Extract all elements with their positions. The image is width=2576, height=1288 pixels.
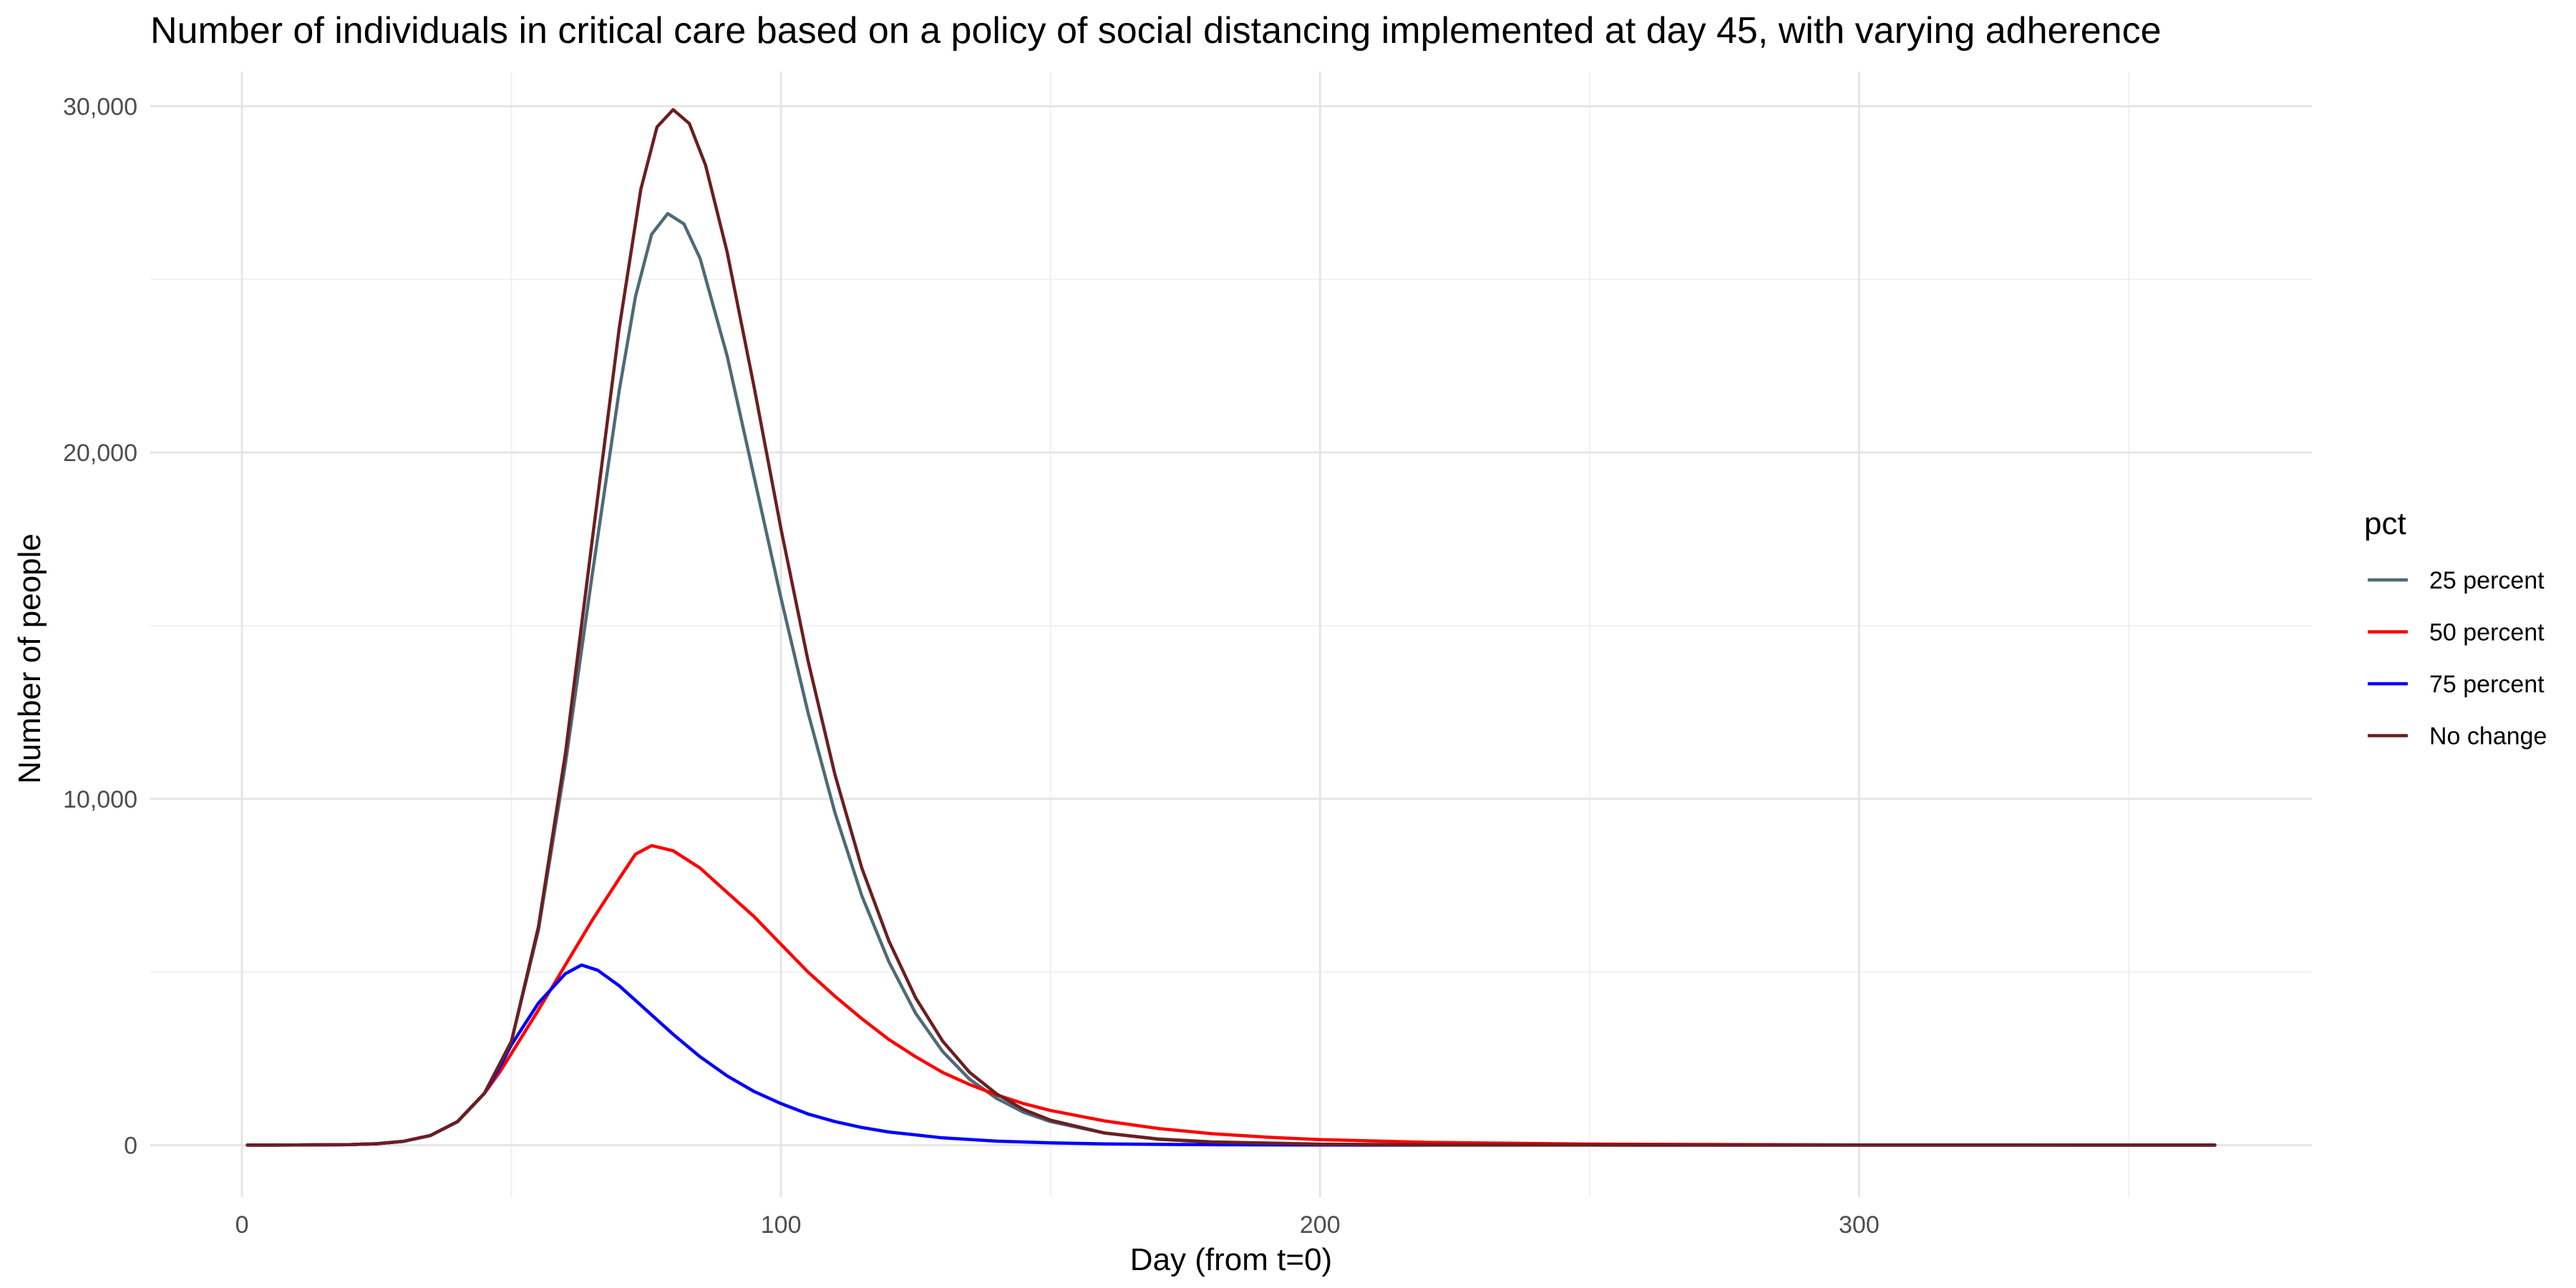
x-tick-label: 0 bbox=[235, 1211, 249, 1239]
series-line-no-change bbox=[246, 107, 2217, 1147]
legend-label: 50 percent bbox=[2429, 619, 2545, 647]
y-tick-label: 0 bbox=[124, 1132, 137, 1159]
chart-title: Number of individuals in critical care b… bbox=[150, 10, 2162, 52]
legend-label: 75 percent bbox=[2429, 671, 2545, 698]
y-tick-label: 10,000 bbox=[63, 786, 137, 813]
legend-title: pct bbox=[2364, 506, 2406, 541]
legend-item: 50 percent bbox=[2368, 619, 2545, 647]
x-tick-label: 300 bbox=[1839, 1211, 1880, 1239]
legend-item: 25 percent bbox=[2368, 567, 2545, 594]
plot-panel bbox=[150, 72, 2312, 1197]
y-axis-ticks: 0 10,000 20,000 30,000 bbox=[63, 93, 137, 1159]
x-axis-title: Day (from t=0) bbox=[1130, 1242, 1332, 1277]
x-tick-label: 100 bbox=[761, 1211, 802, 1239]
legend-item: No change bbox=[2368, 723, 2547, 750]
x-tick-label: 200 bbox=[1300, 1211, 1341, 1239]
legend: pct 25 percent 50 percent 75 percent No cha… bbox=[2364, 506, 2547, 750]
legend-label: No change bbox=[2429, 723, 2547, 750]
legend-item: 75 percent bbox=[2368, 671, 2545, 698]
x-axis-ticks: 0 100 200 300 bbox=[235, 1211, 1880, 1239]
grid-lines bbox=[150, 72, 2312, 1197]
y-tick-label: 20,000 bbox=[63, 440, 137, 467]
legend-label: 25 percent bbox=[2429, 567, 2545, 594]
y-axis-title: Number of people bbox=[12, 533, 47, 784]
legend-items: 25 percent 50 percent 75 percent No change bbox=[2368, 567, 2547, 750]
y-tick-label: 30,000 bbox=[63, 93, 137, 120]
series-lines bbox=[246, 107, 2217, 1147]
series-line-75-percent bbox=[246, 963, 2217, 1147]
